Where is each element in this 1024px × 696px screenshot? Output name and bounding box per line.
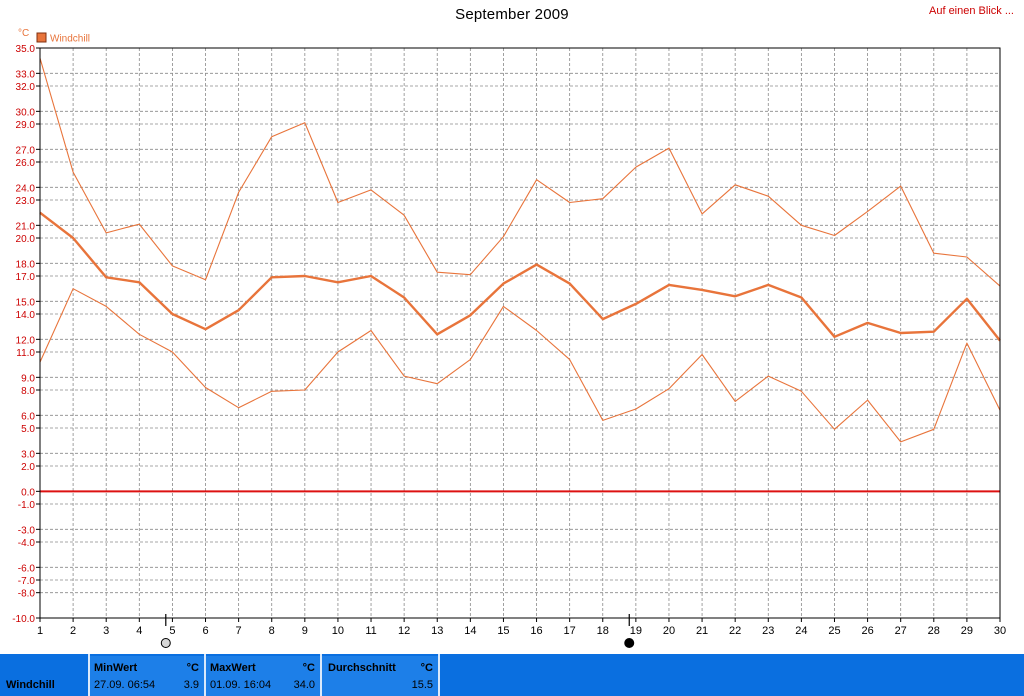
y-tick-label: -3.0 — [18, 525, 36, 536]
x-tick-label: 23 — [762, 625, 774, 637]
stats-row-label: Windchill — [6, 679, 55, 691]
y-axis-unit: °C — [18, 28, 29, 39]
x-tick-label: 25 — [828, 625, 840, 637]
overview-link[interactable]: Auf einen Blick ... — [929, 5, 1014, 17]
max-unit: °C — [302, 662, 315, 674]
y-tick-label: 29.0 — [16, 120, 36, 131]
x-tick-label: 15 — [497, 625, 509, 637]
y-tick-label: 26.0 — [16, 158, 36, 169]
min-unit: °C — [186, 662, 199, 674]
x-tick-label: 29 — [961, 625, 973, 637]
y-tick-label: 27.0 — [16, 145, 36, 156]
x-tick-label: 9 — [302, 625, 308, 637]
y-tick-label: 30.0 — [16, 107, 36, 118]
x-tick-label: 10 — [332, 625, 344, 637]
y-tick-label: 15.0 — [16, 297, 36, 308]
y-tick-label: 17.0 — [16, 272, 36, 283]
x-tick-label: 3 — [103, 625, 109, 637]
series-line-min — [39, 288, 1001, 443]
y-tick-label: 18.0 — [16, 259, 36, 270]
max-value: 34.0 — [293, 679, 315, 691]
x-tick-label: 30 — [994, 625, 1006, 637]
x-tick-label: 26 — [861, 625, 873, 637]
x-tick-label: 6 — [202, 625, 208, 637]
axes: -10.0 -8.0 -7.0 -6.0 -4.0 -3.0 -1.0 0.0 2.0 3.0 5.… — [12, 44, 1006, 637]
y-tick-label: 32.0 — [16, 82, 36, 93]
avg-block: Durchschnitt °C 15.5 — [322, 656, 438, 696]
x-tick-label: 12 — [398, 625, 410, 637]
y-tick-label: -10.0 — [12, 614, 35, 625]
x-tick-label: 16 — [530, 625, 542, 637]
moon-full-marker — [160, 614, 171, 648]
x-tick-label: 8 — [269, 625, 275, 637]
max-block: MaxWert °C 01.09. 16:04 34.0 — [206, 656, 320, 696]
moon-new-marker — [624, 614, 635, 648]
stats-divider — [88, 654, 90, 696]
min-when: 27.09. 06:54 — [94, 679, 156, 691]
y-tick-label: -4.0 — [18, 538, 36, 549]
series-line-max — [39, 57, 1001, 287]
y-tick-label: 20.0 — [16, 234, 36, 245]
x-tick-label: 17 — [564, 625, 576, 637]
series-line-mean — [39, 211, 1001, 342]
stats-divider — [204, 654, 206, 696]
chart: -10.0 -8.0 -7.0 -6.0 -4.0 -3.0 -1.0 0.0 2.0 3.0 5.… — [12, 28, 1006, 648]
x-tick-label: 19 — [630, 625, 642, 637]
legend-label: Windchill — [50, 34, 90, 45]
y-tick-label: 24.0 — [16, 183, 36, 194]
min-block: MinWert °C 27.09. 06:54 3.9 — [90, 656, 204, 696]
y-tick-label: 3.0 — [21, 449, 35, 460]
x-tick-label: 20 — [663, 625, 675, 637]
y-tick-label: 0.0 — [21, 487, 35, 498]
y-tick-label: 12.0 — [16, 335, 36, 346]
stats-divider — [320, 654, 322, 696]
avg-label: Durchschnitt — [328, 662, 396, 674]
max-when: 01.09. 16:04 — [210, 679, 272, 691]
y-tick-label: 21.0 — [16, 221, 36, 232]
stats-divider — [438, 654, 440, 696]
x-tick-label: 28 — [928, 625, 940, 637]
x-tick-label: 2 — [70, 625, 76, 637]
stats-bar: Windchill MinWert °C 27.09. 06:54 3.9 Ma… — [0, 654, 1024, 696]
y-tick-label: 8.0 — [21, 386, 35, 397]
plot-frame — [39, 47, 1001, 619]
x-tick-label: 22 — [729, 625, 741, 637]
chart-title: September 2009 — [455, 6, 569, 23]
y-tick-label: 9.0 — [21, 373, 35, 384]
x-tick-label: 5 — [169, 625, 175, 637]
x-tick-label: 1 — [37, 625, 43, 637]
moon-phases — [160, 614, 635, 648]
y-tick-label: 2.0 — [21, 462, 35, 473]
y-tick-label: 35.0 — [16, 44, 36, 55]
y-tick-label: -8.0 — [18, 589, 36, 600]
y-tick-label: -1.0 — [18, 500, 36, 511]
y-tick-label: 11.0 — [16, 348, 35, 359]
x-tick-label: 7 — [236, 625, 242, 637]
min-value: 3.9 — [183, 679, 199, 691]
legend: °C Windchill — [18, 28, 90, 45]
y-tick-label: 23.0 — [16, 196, 36, 207]
x-tick-label: 14 — [464, 625, 476, 637]
y-tick-label: 33.0 — [16, 69, 36, 80]
avg-unit: °C — [420, 662, 433, 674]
x-tick-label: 24 — [795, 625, 807, 637]
x-tick-label: 21 — [696, 625, 708, 637]
y-tick-label: 6.0 — [21, 411, 35, 422]
avg-value: 15.5 — [411, 679, 433, 691]
min-label: MinWert — [94, 662, 138, 674]
x-tick-label: 11 — [365, 625, 376, 637]
series-layer — [39, 57, 1001, 443]
max-label: MaxWert — [210, 662, 256, 674]
x-tick-label: 18 — [597, 625, 609, 637]
y-tick-label: -6.0 — [18, 563, 36, 574]
y-tick-label: 5.0 — [21, 424, 35, 435]
x-tick-label: 4 — [136, 625, 142, 637]
y-tick-label: 14.0 — [16, 310, 36, 321]
y-tick-label: -7.0 — [18, 576, 36, 587]
x-tick-label: 13 — [431, 625, 443, 637]
x-tick-label: 27 — [895, 625, 907, 637]
grid — [39, 47, 1001, 619]
legend-swatch — [36, 32, 47, 43]
